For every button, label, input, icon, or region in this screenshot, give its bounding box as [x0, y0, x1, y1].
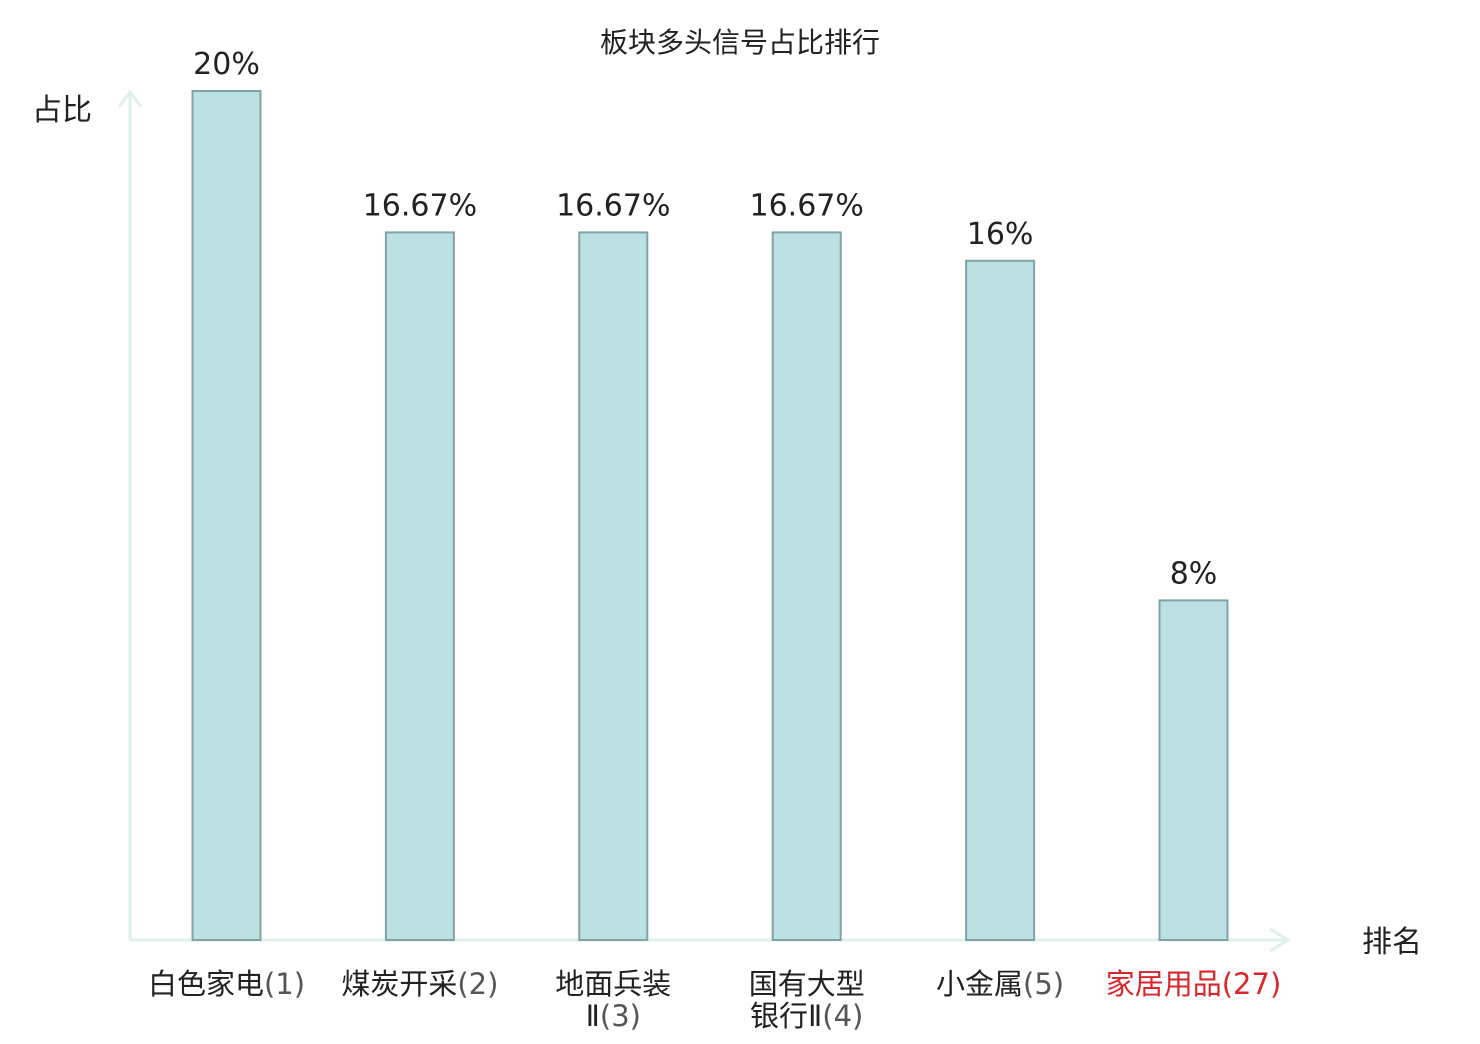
category-label-2: 煤炭开采(2)	[341, 967, 498, 1001]
category-name-5-line-1: 小金属	[936, 967, 1023, 1001]
category-rank-2: (2)	[457, 967, 498, 1001]
category-name-2-line-1: 煤炭开采	[341, 967, 457, 1001]
value-label-5: 16%	[967, 217, 1034, 252]
bar-3	[578, 231, 649, 941]
category-name-3-line-2: Ⅱ	[586, 999, 600, 1033]
x-axis-arrow-icon	[1269, 927, 1291, 953]
y-axis-label: 占比	[32, 93, 92, 128]
category-label-5: 小金属(5)	[936, 967, 1064, 1001]
category-name-4-line-1: 国有大型	[749, 967, 865, 1001]
value-label-1: 20%	[193, 47, 260, 82]
value-label-2: 16.67%	[363, 188, 477, 223]
bar-4	[771, 231, 842, 941]
bar-6	[1158, 599, 1229, 942]
category-rank-3: (3)	[600, 999, 641, 1033]
value-label-4: 16.67%	[750, 188, 864, 223]
value-label-3: 16.67%	[556, 188, 670, 223]
x-axis-label: 排名	[1362, 925, 1422, 960]
bars-group: 20% 白色家电(1) 16.67% 煤炭开采(2) 16.67% 地面兵装 Ⅱ(3) 16.…	[148, 47, 1281, 1033]
category-label-6: 家居用品(27)	[1106, 967, 1282, 1001]
category-name-6-line-1: 家居用品	[1106, 967, 1222, 1001]
category-rank-4: (4)	[822, 999, 863, 1033]
value-label-6: 8%	[1170, 556, 1218, 591]
category-name-3-line-1: 地面兵装	[555, 967, 671, 1001]
category-label-4: 国有大型银行Ⅱ(4)	[749, 967, 865, 1033]
category-name-4-line-2: 银行Ⅱ	[750, 999, 822, 1033]
category-name-1-line-1: 白色家电	[148, 967, 264, 1001]
category-rank-1: (1)	[264, 967, 305, 1001]
y-axis-arrow-icon	[117, 89, 143, 108]
category-label-1: 白色家电(1)	[148, 967, 305, 1001]
chart-title: 板块多头信号占比排行	[600, 26, 880, 59]
bar-5	[965, 259, 1036, 941]
bar-2	[384, 231, 455, 941]
bar-1	[191, 90, 262, 941]
category-rank-5: (5)	[1023, 967, 1064, 1001]
category-label-3: 地面兵装 Ⅱ(3)	[555, 967, 671, 1033]
category-rank-6: (27)	[1222, 967, 1282, 1001]
